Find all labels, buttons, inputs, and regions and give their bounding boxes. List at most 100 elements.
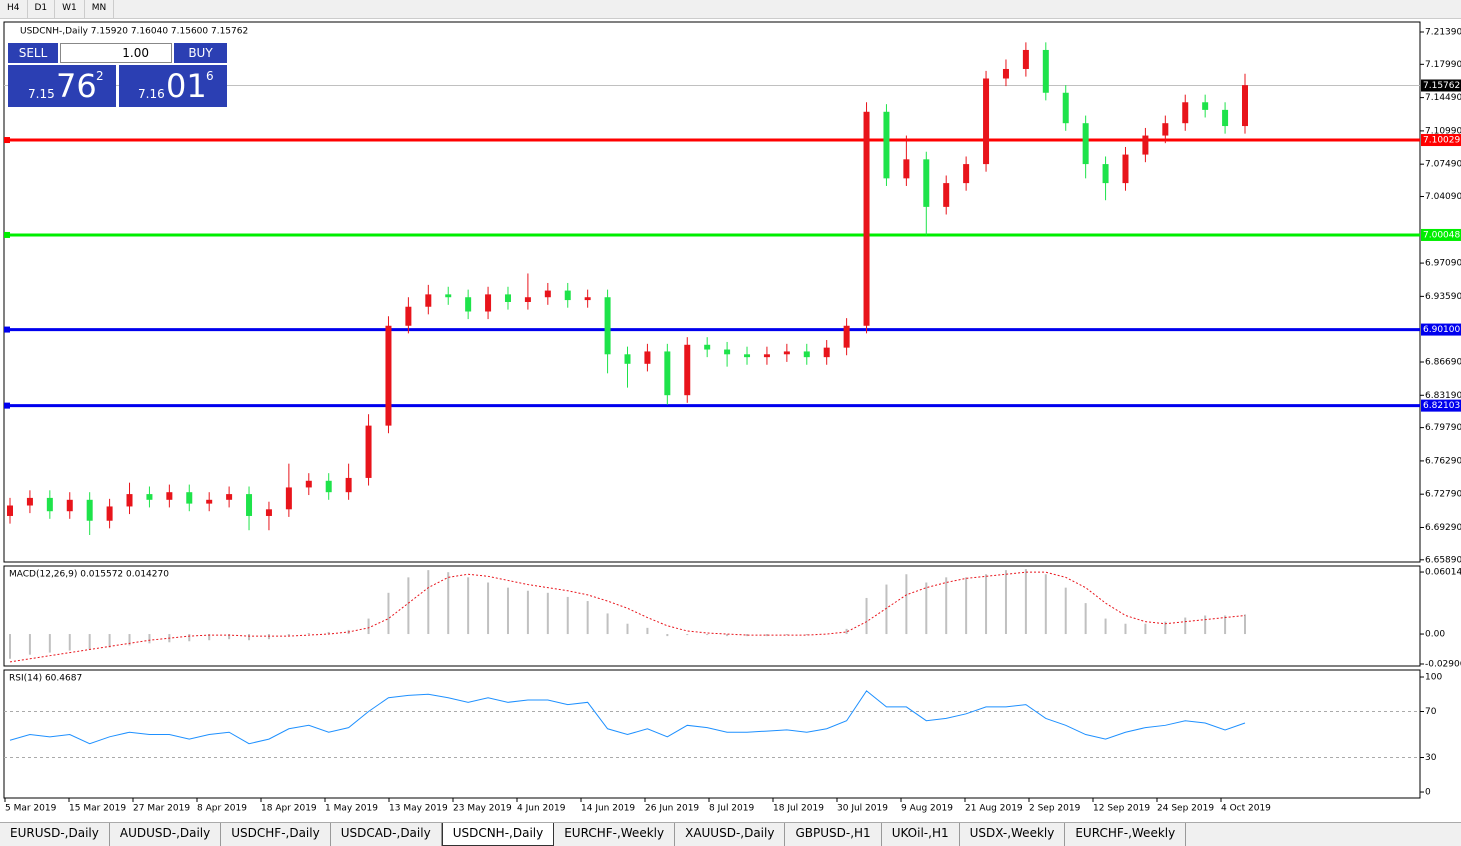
- candle-body: [1082, 123, 1089, 165]
- chart-tab[interactable]: AUDUSD-,Daily: [110, 823, 222, 846]
- candle-body: [1042, 49, 1049, 93]
- buy-fraction: 6: [206, 69, 214, 83]
- volume-input[interactable]: 1.00: [60, 43, 172, 63]
- chart-tab[interactable]: USDX-,Weekly: [960, 823, 1066, 846]
- candle-body: [186, 492, 193, 504]
- timeframe-button[interactable]: H4: [0, 0, 28, 18]
- candle-body: [903, 159, 910, 179]
- candle-body: [86, 499, 93, 521]
- sell-price[interactable]: 7.15 76 2: [8, 65, 116, 107]
- candle-body: [943, 183, 950, 207]
- y-tick-label: 6.72790: [1425, 490, 1461, 500]
- y-tick-label: 0.060146: [1425, 568, 1461, 578]
- y-tick-label: 7.17990: [1425, 60, 1461, 70]
- sell-fraction: 2: [96, 69, 104, 83]
- y-tick-label: 7.04090: [1425, 192, 1461, 202]
- chart-tab[interactable]: USDCNH-,Daily: [441, 823, 555, 846]
- buy-button[interactable]: BUY: [174, 43, 227, 63]
- y-tick-label: 6.79790: [1425, 423, 1461, 433]
- candle-body: [803, 351, 810, 358]
- current-price-box: [1421, 79, 1461, 92]
- sell-button[interactable]: SELL: [8, 43, 58, 63]
- rsi-panel: [3, 669, 1421, 799]
- candle-body: [1202, 102, 1209, 110]
- candle-body: [385, 325, 392, 426]
- candle-body: [983, 78, 990, 165]
- timeframe-button[interactable]: W1: [55, 0, 85, 18]
- candle-body: [1222, 109, 1229, 127]
- chart-tab[interactable]: UKOil-,H1: [882, 823, 960, 846]
- x-tick-label: 4 Oct 2019: [1221, 804, 1271, 814]
- x-tick-label: 5 Mar 2019: [5, 804, 57, 814]
- y-tick-label: 7.14490: [1425, 93, 1461, 103]
- chart-tab[interactable]: GBPUSD-,H1: [785, 823, 882, 846]
- y-tick-label: 70: [1425, 707, 1437, 717]
- chart-tab[interactable]: USDCHF-,Daily: [221, 823, 331, 846]
- candle-body: [724, 349, 731, 355]
- x-tick-label: 26 Jun 2019: [645, 804, 699, 814]
- candle-body: [604, 297, 611, 355]
- candle-body: [504, 294, 511, 302]
- x-tick-label: 2 Sep 2019: [1029, 804, 1081, 814]
- chart-tab[interactable]: XAUUSD-,Daily: [675, 823, 786, 846]
- macd-signal: [9, 571, 1246, 663]
- x-tick-label: 4 Jun 2019: [517, 804, 566, 814]
- y-tick-label: 30: [1425, 753, 1437, 763]
- sell-big: 7.15: [28, 87, 55, 101]
- chart-tab[interactable]: EURUSD-,Daily: [0, 823, 110, 846]
- candle-body: [863, 111, 870, 326]
- x-tick-label: 8 Jul 2019: [709, 804, 754, 814]
- chart-tabs: EURUSD-,Daily AUDUSD-,Daily USDCHF-,Daily U…: [0, 822, 1461, 846]
- buy-price[interactable]: 7.16 01 6: [119, 65, 227, 107]
- sell-pips: 76: [56, 67, 97, 105]
- chart-tab[interactable]: USDCAD-,Daily: [331, 823, 442, 846]
- candle-body: [1062, 92, 1069, 124]
- current-price-label: 7.15762: [1423, 81, 1460, 91]
- timeframe-button[interactable]: MN: [85, 0, 115, 18]
- candle-body: [744, 354, 751, 358]
- x-tick-label: 18 Jul 2019: [773, 804, 824, 814]
- x-tick-label: 27 Mar 2019: [133, 804, 190, 814]
- candle-body: [26, 497, 33, 506]
- candle-body: [1182, 102, 1189, 124]
- candle-body: [146, 494, 153, 500]
- candle-body: [66, 499, 73, 512]
- chart-tab[interactable]: EURCHF-,Weekly: [554, 823, 676, 846]
- candle-body: [1022, 49, 1029, 69]
- x-tick-label: 23 May 2019: [453, 804, 512, 814]
- candle-body: [1102, 164, 1109, 184]
- y-tick-label: 0: [1425, 788, 1431, 798]
- candle-body: [624, 354, 631, 364]
- x-tick-label: 24 Sep 2019: [1157, 804, 1214, 814]
- candle-body: [1002, 68, 1009, 79]
- macd-title: MACD(12,26,9) 0.015572 0.014270: [9, 570, 169, 580]
- line-handle: [4, 231, 10, 238]
- line-handle: [4, 326, 10, 333]
- candle-body: [206, 499, 213, 504]
- x-tick-label: 8 Apr 2019: [197, 804, 247, 814]
- chart-tab[interactable]: EURCHF-,Weekly: [1065, 823, 1187, 846]
- candle-body: [485, 294, 492, 312]
- price-label: 6.90100: [1423, 325, 1460, 335]
- macd-panel: [3, 565, 1421, 667]
- candle-body: [246, 494, 253, 516]
- candle-body: [365, 425, 372, 478]
- timeframe-button[interactable]: D1: [28, 0, 56, 18]
- y-tick-label: 7.10990: [1425, 126, 1461, 136]
- price-label-box: [1421, 323, 1461, 336]
- price-label-box: [1421, 134, 1461, 147]
- candle-body: [305, 480, 312, 488]
- candle-body: [684, 344, 691, 396]
- y-tick-label: 7.21390: [1425, 27, 1461, 37]
- candle-body: [1142, 135, 1149, 155]
- candle-body: [763, 354, 770, 358]
- x-tick-label: 15 Mar 2019: [69, 804, 126, 814]
- candle-body: [126, 494, 133, 507]
- price-label: 7.10029: [1423, 136, 1460, 146]
- x-tick-label: 9 Aug 2019: [901, 804, 953, 814]
- candle-body: [7, 505, 13, 516]
- candle-body: [564, 290, 571, 301]
- y-tick-label: 6.76290: [1425, 456, 1461, 466]
- candle-body: [823, 347, 830, 358]
- price-label: 6.82103: [1423, 401, 1460, 411]
